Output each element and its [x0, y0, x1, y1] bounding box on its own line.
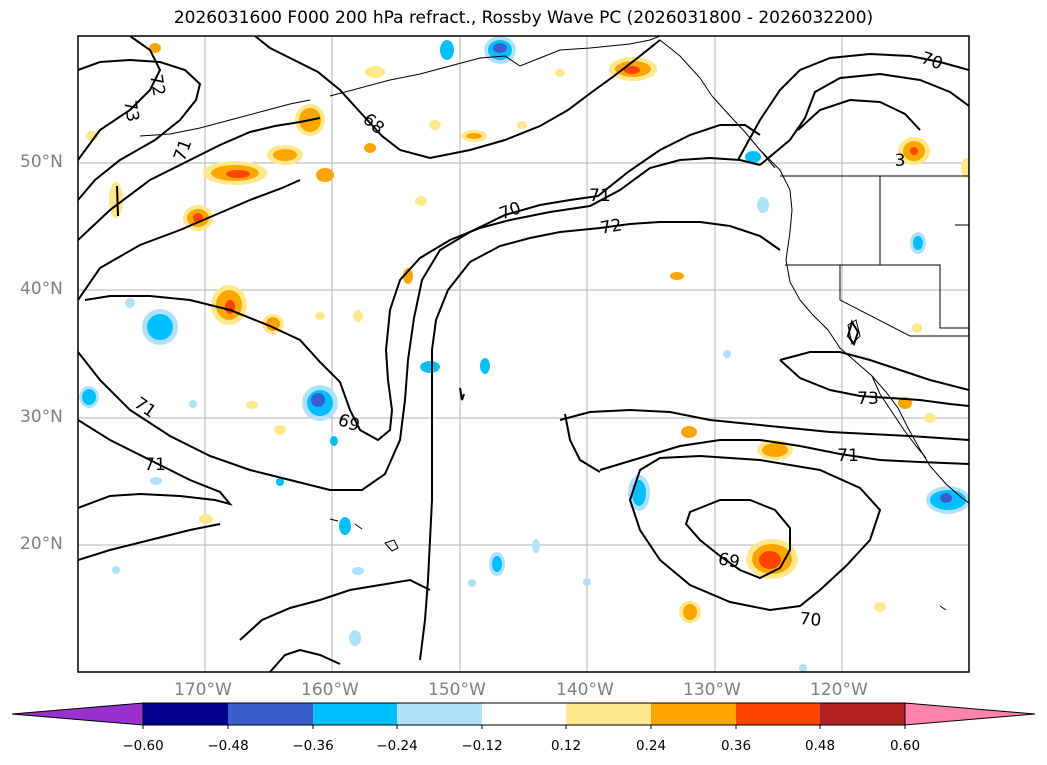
contour-lines	[78, 36, 969, 672]
lon-label: 150°W	[428, 680, 486, 700]
colorbar-segment	[736, 703, 820, 725]
lat-label: 50°N	[20, 152, 63, 172]
colorbar	[11, 702, 1036, 729]
colorbar-tick-label: −0.60	[122, 738, 164, 754]
colorbar-extend-low	[11, 702, 144, 726]
contour-label: 71	[837, 446, 859, 466]
lat-label: 40°N	[20, 279, 63, 299]
colorbar-segment	[228, 703, 313, 725]
gridlines	[78, 36, 969, 672]
colorbar-segment	[143, 703, 228, 725]
contour-label: 72	[599, 215, 624, 238]
contour-label: 70	[799, 609, 822, 631]
colorbar-segment	[820, 703, 905, 725]
colorbar-tick-label: −0.36	[292, 738, 334, 754]
contour-label: 73	[857, 389, 879, 409]
contour-label: 3	[895, 151, 906, 171]
colorbar-segment	[566, 703, 651, 725]
map-title: 2026031600 F000 200 hPa refract., Rossby…	[173, 8, 874, 28]
colorbar-segment	[651, 703, 736, 725]
map-border	[77, 35, 970, 673]
colorbar-tick-label: 0.48	[804, 738, 836, 754]
colorbar-tick-label: −0.12	[461, 738, 503, 754]
colorbar-extend-high	[904, 702, 1036, 726]
contour-label: 71	[144, 455, 166, 475]
lon-label: 170°W	[174, 680, 232, 700]
contour-label: 72	[145, 73, 168, 98]
lon-label: 130°W	[683, 680, 741, 700]
contour-label: 69	[716, 549, 741, 572]
colorbar-tick-label: 0.12	[550, 738, 582, 754]
contour-label: 73	[119, 99, 142, 124]
colorbar-tick-label: 0.36	[720, 738, 752, 754]
lon-label: 120°W	[810, 680, 868, 700]
lon-label: 140°W	[556, 680, 614, 700]
lat-label: 20°N	[20, 534, 63, 554]
map-panel: 73 72 71 68 71 70 72 70 3 71 71 69 73 71…	[78, 36, 969, 672]
contour-label: 71	[589, 186, 611, 206]
colorbar-tick-label: 0.24	[635, 738, 667, 754]
lat-label: 30°N	[20, 407, 63, 427]
lon-label: 160°W	[301, 680, 359, 700]
colorbar-segment	[397, 703, 482, 725]
coastlines	[139, 36, 969, 611]
colorbar-tick-label: −0.48	[207, 738, 249, 754]
colorbar-tick-label: −0.24	[376, 738, 418, 754]
anomaly-fills	[79, 36, 969, 672]
colorbar-tick-label: 0.60	[889, 738, 921, 754]
colorbar-segment	[313, 703, 397, 725]
colorbar-segment	[482, 703, 566, 725]
